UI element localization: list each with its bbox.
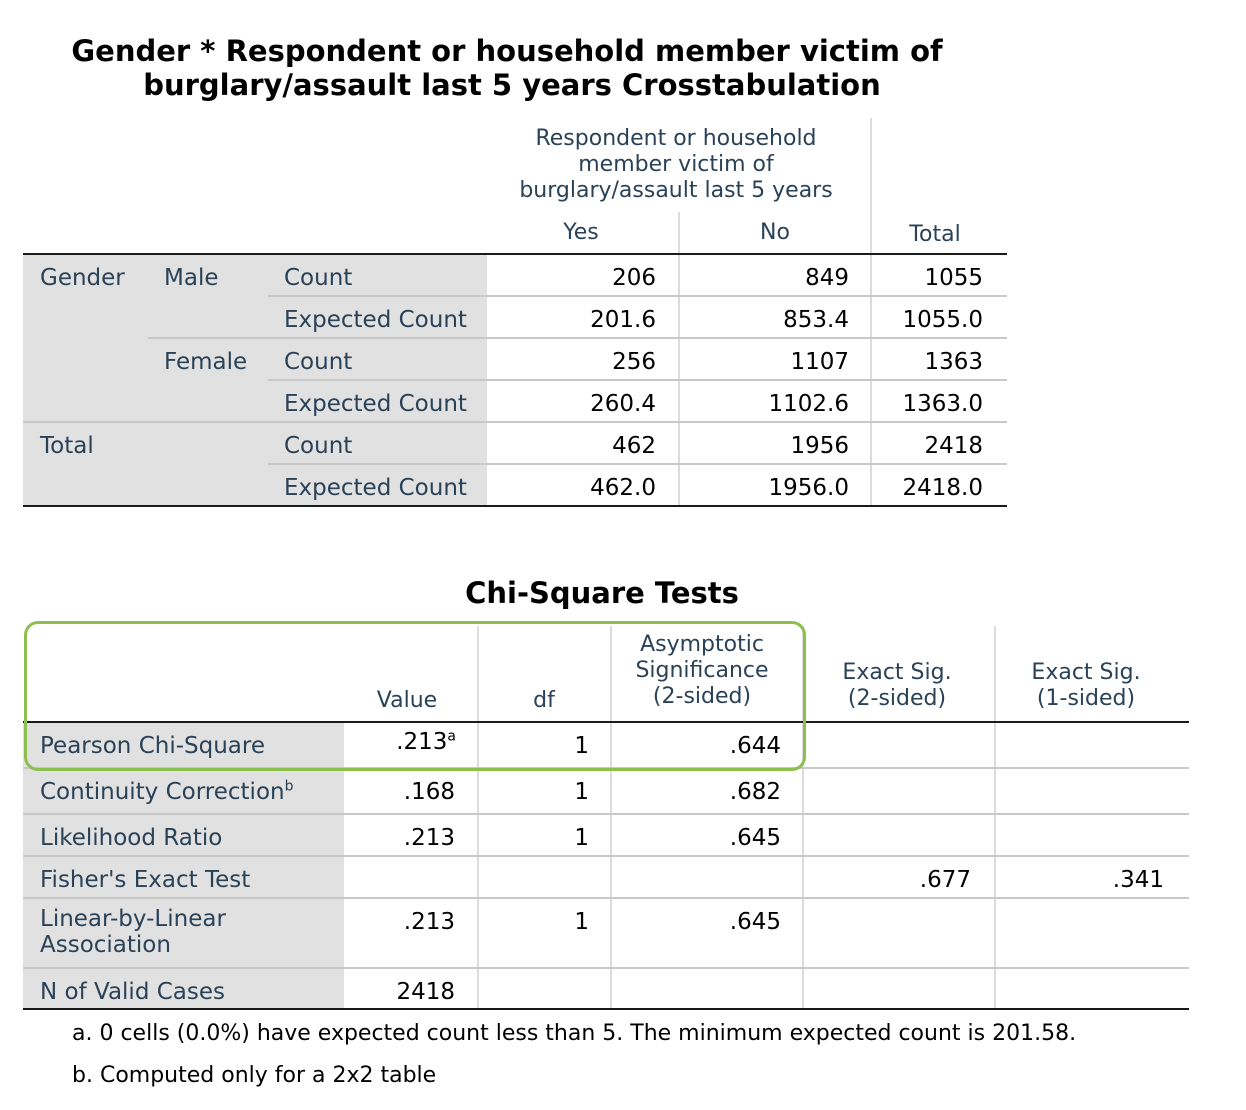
divider (268, 295, 1007, 297)
cell-yes: 462.0 (590, 475, 656, 501)
row-total: Total (40, 433, 94, 459)
row-likelihood-label: Likelihood Ratio (40, 825, 223, 851)
footnote-a: a. 0 cells (0.0%) have expected count le… (72, 1021, 1077, 1046)
row-n-valid-label: N of Valid Cases (40, 979, 225, 1005)
cell-asymp: .682 (729, 779, 781, 805)
col-header-exact1-line2: (1-sided) (1036, 686, 1136, 711)
divider (23, 967, 1189, 969)
cell-exact1: .341 (1112, 867, 1164, 893)
col-header-exact2: Exact Sig. (2-sided) (804, 660, 990, 712)
cell-value: .213a (346, 728, 456, 756)
col-header-asymp-line2: Significance (635, 658, 769, 683)
cell-exact2: .677 (919, 867, 971, 893)
col-header-exact2-line1: Exact Sig. (842, 660, 952, 685)
divider (23, 253, 1007, 255)
row-male: Male (164, 265, 219, 291)
cell-total: 1363.0 (902, 391, 983, 417)
cell-no: 853.4 (783, 307, 849, 333)
col-header-total: Total (909, 222, 961, 247)
col-group-header-line1: Respondent or household (535, 126, 817, 151)
footnote-b: b. Computed only for a 2x2 table (72, 1063, 437, 1088)
crosstab-title-line1: Gender * Respondent or household member … (71, 34, 943, 68)
stat-label-expected: Expected Count (284, 391, 467, 417)
footnote-marker: a (447, 728, 456, 745)
divider (23, 505, 1007, 507)
col-header-yes: Yes (563, 220, 599, 245)
cell-yes: 260.4 (590, 391, 656, 417)
cell-no: 1956.0 (768, 475, 849, 501)
divider (610, 626, 612, 1008)
col-group-header-line2: member victim of (578, 152, 774, 177)
cell-yes: 462 (612, 433, 656, 459)
divider (23, 721, 1189, 723)
chisq-title: Chi-Square Tests (465, 576, 739, 610)
cell-df: 1 (574, 733, 589, 759)
cell-value: .213 (403, 825, 455, 851)
divider (148, 337, 1007, 339)
divider (870, 118, 872, 506)
col-header-df: df (533, 688, 555, 713)
col-group-header-line3: burglary/assault last 5 years (519, 178, 833, 203)
highlight-box (24, 621, 806, 771)
cell-no: 1107 (790, 349, 849, 375)
cell-asymp: .645 (729, 909, 781, 935)
row-linear-label: Linear-by-Linear Association (40, 906, 226, 958)
col-header-exact2-line2: (2-sided) (847, 686, 947, 711)
divider (23, 855, 1189, 857)
divider (23, 421, 1007, 423)
row-continuity-text: Continuity Correction (40, 779, 285, 805)
row-linear-label-line2: Association (40, 932, 171, 958)
stat-label-expected: Expected Count (284, 475, 467, 501)
cell-no: 849 (805, 265, 849, 291)
row-female: Female (164, 349, 248, 375)
col-header-exact1: Exact Sig. (1-sided) (996, 660, 1176, 712)
col-group-header: Respondent or household member victim of… (486, 126, 866, 204)
cell-df: 1 (574, 909, 589, 935)
col-header-no: No (760, 220, 790, 245)
stat-label-expected: Expected Count (284, 307, 467, 333)
cell-value: 2418 (396, 979, 455, 1005)
divider (678, 212, 680, 506)
divider (23, 897, 1189, 899)
cell-df: 1 (574, 779, 589, 805)
cell-no: 1956 (790, 433, 849, 459)
row-pearson-label: Pearson Chi-Square (40, 733, 265, 759)
stat-label-count: Count (284, 265, 353, 291)
stat-label-count: Count (284, 433, 353, 459)
cell-value: .168 (403, 779, 455, 805)
footnote-marker: b (284, 778, 294, 795)
col-header-value: Value (376, 688, 438, 713)
divider (23, 1008, 1189, 1010)
row-fisher-label: Fisher's Exact Test (40, 867, 251, 893)
divider (23, 813, 1189, 815)
cell-asymp: .645 (729, 825, 781, 851)
cell-yes: 206 (612, 265, 656, 291)
cell-df: 1 (574, 825, 589, 851)
cell-total: 1055 (924, 265, 983, 291)
row-var-gender: Gender (40, 265, 125, 291)
crosstab-title-line2: burglary/assault last 5 years Crosstabul… (143, 68, 881, 102)
cell-value: .213 (403, 909, 455, 935)
divider (994, 626, 996, 1008)
divider (477, 626, 479, 1008)
col-header-exact1-line1: Exact Sig. (1031, 660, 1141, 685)
cell-asymp: .644 (729, 733, 781, 759)
row-linear-label-line1: Linear-by-Linear (40, 906, 226, 932)
stat-label-count: Count (284, 349, 353, 375)
cell-total: 1363 (924, 349, 983, 375)
col-header-asymp-line1: Asymptotic (640, 632, 764, 657)
cell-no: 1102.6 (768, 391, 849, 417)
cell-total: 1055.0 (902, 307, 983, 333)
row-continuity-label: Continuity Correctionb (40, 778, 293, 806)
cell-total: 2418.0 (902, 475, 983, 501)
divider (802, 626, 804, 1008)
cell-value-text: .213 (396, 729, 448, 755)
col-header-asymp-line3: (2-sided) (652, 684, 752, 709)
divider (268, 463, 1007, 465)
divider (268, 379, 1007, 381)
cell-yes: 201.6 (590, 307, 656, 333)
cell-total: 2418 (924, 433, 983, 459)
cell-yes: 256 (612, 349, 656, 375)
col-header-asymp: Asymptotic Significance (2-sided) (612, 632, 792, 710)
